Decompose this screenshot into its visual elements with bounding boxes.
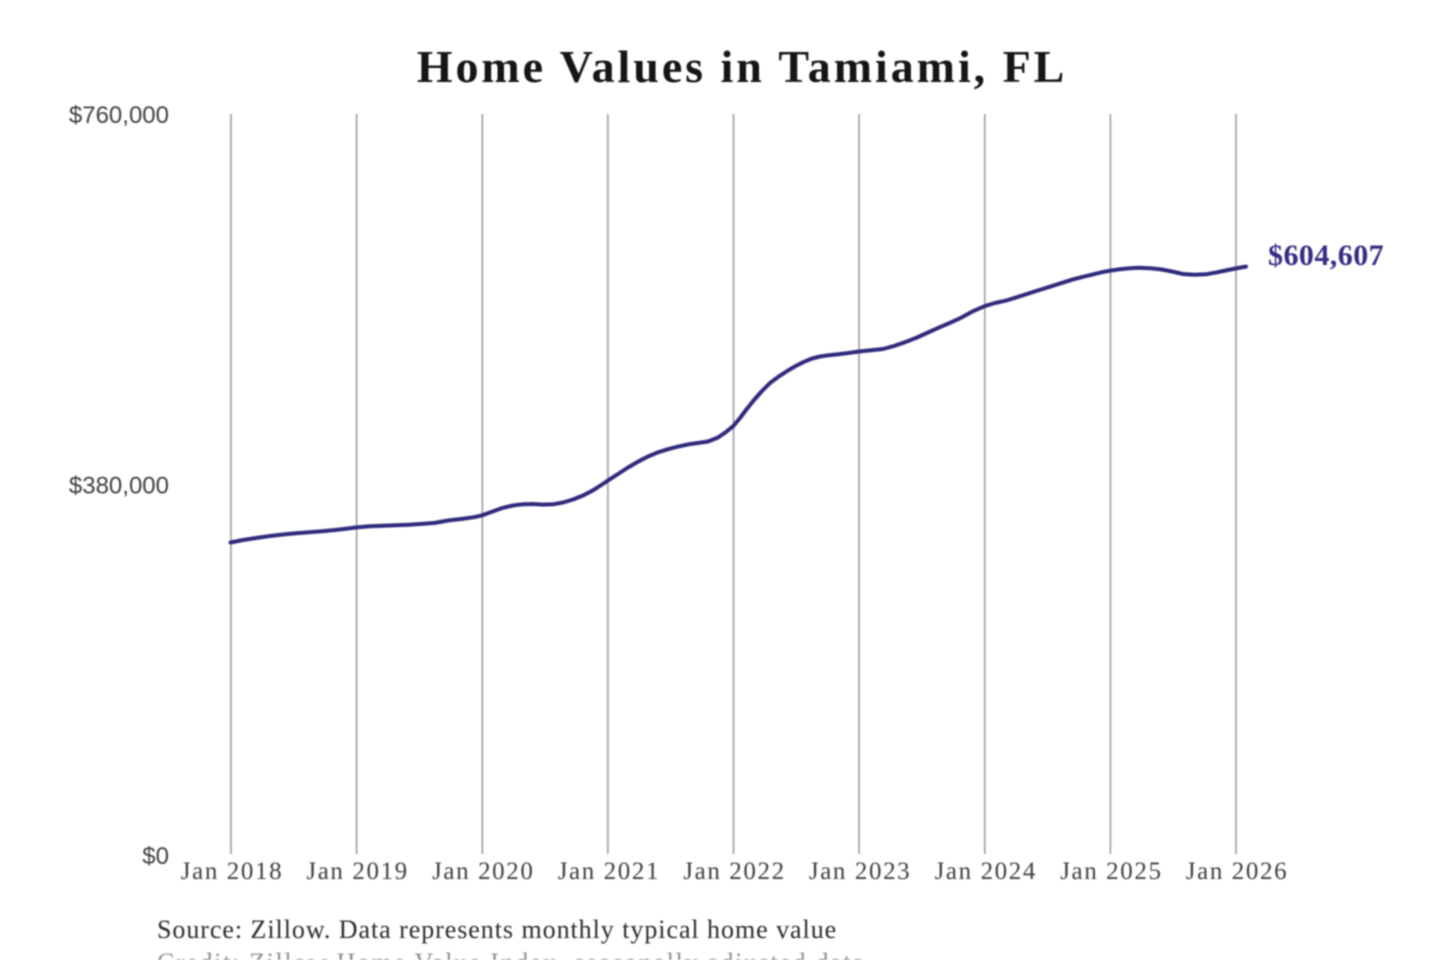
svg-text:Jan 2025: Jan 2025 xyxy=(1060,858,1162,885)
svg-text:Jan 2021: Jan 2021 xyxy=(558,858,660,885)
svg-text:Jan 2020: Jan 2020 xyxy=(432,858,534,885)
svg-text:Jan 2026: Jan 2026 xyxy=(1186,858,1288,885)
svg-text:Jan 2022: Jan 2022 xyxy=(683,858,785,885)
svg-text:Credit: Zillow Home Value Inde: Credit: Zillow Home Value Index, seasona… xyxy=(157,948,865,960)
svg-text:$0: $0 xyxy=(142,843,169,870)
svg-text:$604,607: $604,607 xyxy=(1268,239,1384,272)
svg-text:$380,000: $380,000 xyxy=(69,473,169,500)
svg-text:Jan 2019: Jan 2019 xyxy=(306,858,408,885)
svg-text:Source: Zillow. Data represent: Source: Zillow. Data represents monthly … xyxy=(157,915,837,944)
svg-text:Jan 2018: Jan 2018 xyxy=(181,858,283,885)
svg-text:$760,000: $760,000 xyxy=(69,102,169,129)
svg-text:Jan 2023: Jan 2023 xyxy=(809,858,911,885)
svg-text:Jan 2024: Jan 2024 xyxy=(935,858,1037,885)
svg-text:Home Values in Tamiami, FL: Home Values in Tamiami, FL xyxy=(417,41,1068,92)
